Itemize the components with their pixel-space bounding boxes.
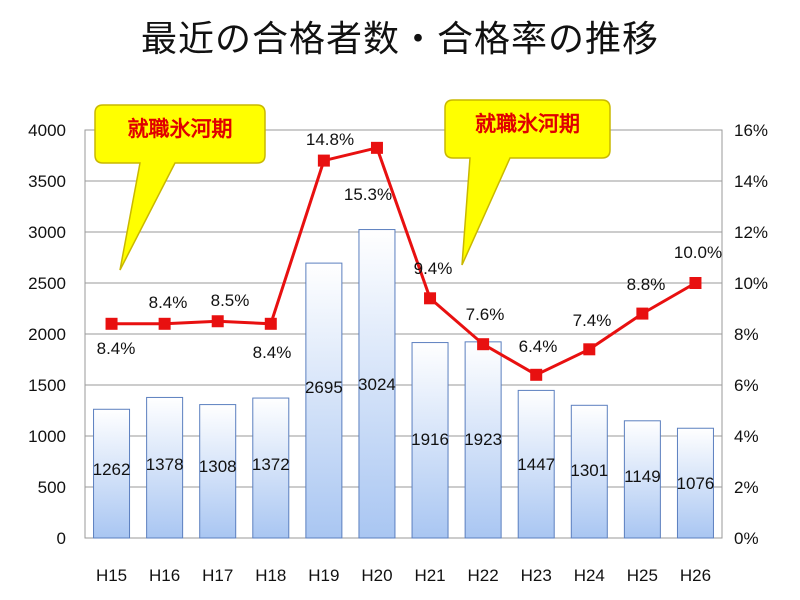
y-right-tick-label: 10% bbox=[734, 274, 768, 293]
plot-border bbox=[84, 129, 723, 539]
bar bbox=[411, 342, 449, 539]
y-left-tick-label: 4000 bbox=[28, 121, 66, 140]
bar bbox=[464, 341, 502, 539]
rate-value-label: 8.4% bbox=[97, 339, 136, 358]
rate-point bbox=[370, 141, 383, 154]
x-tick-label: H25 bbox=[627, 566, 658, 585]
x-tick-label: H18 bbox=[255, 566, 286, 585]
callout: 就職氷河期 bbox=[94, 104, 266, 271]
bar bbox=[199, 404, 237, 539]
y-left-tick-label: 3000 bbox=[28, 223, 66, 242]
x-tick-label: H21 bbox=[414, 566, 445, 585]
rate-point bbox=[583, 343, 596, 356]
x-tick-label: H20 bbox=[361, 566, 392, 585]
bar-value-label: 3024 bbox=[358, 375, 396, 394]
chart-title: 最近の合格者数・合格率の推移 bbox=[140, 19, 659, 60]
rate-point bbox=[689, 277, 702, 289]
callout: 就職氷河期 bbox=[444, 99, 611, 266]
y-left-tick-label: 0 bbox=[57, 529, 66, 548]
rate-value-label: 8.4% bbox=[253, 343, 292, 362]
y-right-tick-label: 4% bbox=[734, 427, 759, 446]
bar-value-label: 1262 bbox=[93, 460, 131, 479]
callout-text: 就職氷河期 bbox=[475, 112, 580, 136]
y-left-tick-label: 1000 bbox=[28, 427, 66, 446]
rate-point bbox=[424, 292, 437, 305]
y-right-tick-label: 0% bbox=[734, 529, 759, 548]
y-left-tick-label: 2500 bbox=[28, 274, 66, 293]
y-left-tick-label: 500 bbox=[38, 478, 66, 497]
bar bbox=[146, 396, 184, 539]
rate-point bbox=[636, 307, 649, 320]
bar bbox=[570, 404, 608, 539]
bar-value-label: 2695 bbox=[305, 378, 343, 397]
bar-value-label: 1372 bbox=[252, 455, 290, 474]
bar-value-label: 1301 bbox=[570, 461, 608, 480]
x-tick-label: H23 bbox=[521, 566, 552, 585]
y-right-tick-label: 16% bbox=[734, 121, 768, 140]
x-tick-label: H19 bbox=[308, 566, 339, 585]
y-right-tick-label: 2% bbox=[734, 478, 759, 497]
bar bbox=[252, 397, 290, 539]
bar-value-label: 1308 bbox=[199, 457, 237, 476]
bar-value-label: 1378 bbox=[146, 455, 184, 474]
rate-value-label: 7.4% bbox=[573, 311, 612, 330]
rate-value-label: 8.5% bbox=[211, 291, 250, 310]
bar-value-label: 1923 bbox=[464, 430, 502, 449]
bar bbox=[623, 420, 661, 539]
x-tick-label: H26 bbox=[680, 566, 711, 585]
bar bbox=[305, 262, 343, 539]
rate-value-label: 10.0% bbox=[674, 243, 722, 262]
rate-point bbox=[264, 317, 277, 330]
rate-value-label: 6.4% bbox=[519, 337, 558, 356]
x-tick-label: H24 bbox=[574, 566, 605, 585]
rate-value-label: 7.6% bbox=[466, 305, 505, 324]
callout-bubble bbox=[444, 99, 611, 266]
rate-line bbox=[111, 146, 697, 377]
rate-point bbox=[530, 368, 543, 381]
bar bbox=[93, 408, 131, 539]
rate-value-label: 8.8% bbox=[627, 275, 666, 294]
rate-point bbox=[211, 315, 224, 328]
y-right-tick-label: 6% bbox=[734, 376, 759, 395]
y-left-tick-label: 3500 bbox=[28, 172, 66, 191]
x-tick-label: H17 bbox=[202, 566, 233, 585]
rate-point bbox=[317, 154, 330, 167]
y-left-tick-label: 2000 bbox=[28, 325, 66, 344]
callout-text: 就職氷河期 bbox=[128, 117, 233, 141]
rate-value-label: 14.8% bbox=[306, 130, 354, 149]
bar bbox=[676, 427, 714, 539]
callout-bubble bbox=[94, 104, 266, 271]
y-right-tick-label: 14% bbox=[734, 172, 768, 191]
x-tick-label: H15 bbox=[96, 566, 127, 585]
x-tick-label: H16 bbox=[149, 566, 180, 585]
y-right-tick-label: 8% bbox=[734, 325, 759, 344]
y-left-tick-label: 1500 bbox=[28, 376, 66, 395]
bar-value-label: 1447 bbox=[517, 455, 555, 474]
bar-value-label: 1076 bbox=[677, 474, 715, 493]
y-right-tick-label: 12% bbox=[734, 223, 768, 242]
bar-value-label: 1916 bbox=[411, 430, 449, 449]
rate-point bbox=[158, 317, 171, 330]
rate-value-label: 8.4% bbox=[149, 293, 188, 312]
x-tick-label: H22 bbox=[468, 566, 499, 585]
bar-value-label: 1149 bbox=[624, 467, 661, 486]
rate-value-label: 15.3% bbox=[344, 185, 392, 204]
bar bbox=[517, 389, 555, 539]
bar bbox=[358, 229, 396, 539]
rate-value-label: 9.4% bbox=[414, 259, 453, 278]
rate-point bbox=[105, 317, 118, 330]
rate-point bbox=[477, 338, 490, 351]
